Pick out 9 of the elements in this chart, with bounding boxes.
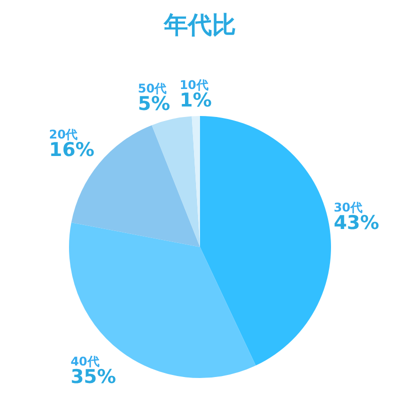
- slice-label: 50代: [138, 81, 167, 96]
- chart-title: 年代比: [163, 11, 236, 39]
- slice-label: 10代: [180, 78, 208, 92]
- data-label: 43%: [334, 212, 380, 234]
- slice-label: 40代: [70, 354, 100, 368]
- data-label: 16%: [48, 139, 94, 162]
- slice-label: 20代: [48, 128, 78, 142]
- slice-label: 30代: [334, 200, 362, 215]
- data-label: 1%: [180, 90, 212, 112]
